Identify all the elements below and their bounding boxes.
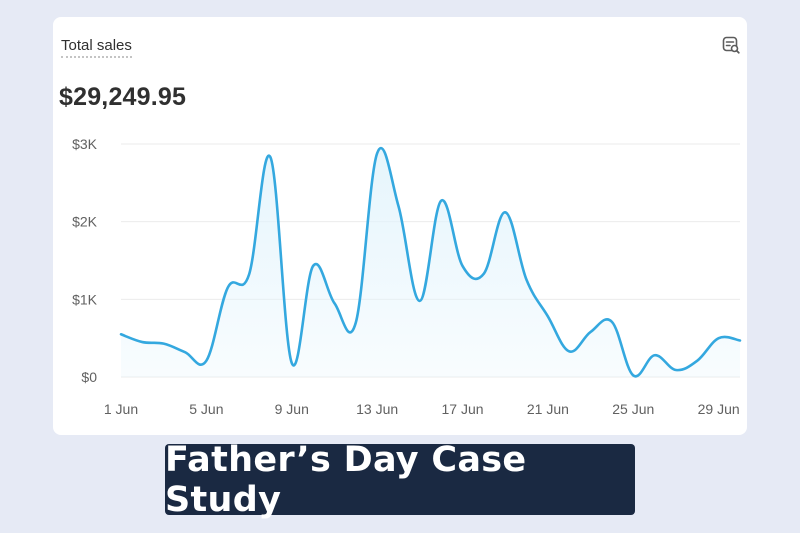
report-search-icon[interactable] (721, 35, 741, 55)
card-title[interactable]: Total sales (61, 37, 132, 58)
data-point[interactable] (716, 335, 722, 341)
data-point[interactable] (694, 358, 700, 364)
x-tick-label: 1 Jun (104, 401, 138, 417)
data-point[interactable] (609, 319, 615, 325)
data-point[interactable] (353, 320, 359, 326)
data-point[interactable] (438, 198, 444, 204)
data-point[interactable] (225, 285, 231, 291)
data-point[interactable] (246, 271, 252, 277)
series-line[interactable] (119, 146, 742, 378)
x-tick-label: 5 Jun (189, 401, 223, 417)
data-point[interactable] (395, 203, 401, 209)
x-tick-label: 29 Jun (698, 401, 740, 417)
sales-chart: $0 $1K $2K $3K 1 Jun 5 Jun 9 Jun 13 Jun 17 Jun 21… (72, 136, 743, 417)
data-point[interactable] (460, 263, 466, 269)
case-study-banner: Father’s Day Case Study (165, 440, 635, 520)
data-point[interactable] (502, 209, 508, 215)
x-tick-label: 9 Jun (275, 401, 309, 417)
data-point[interactable] (139, 339, 145, 345)
data-point[interactable] (161, 341, 167, 347)
data-point[interactable] (374, 150, 380, 156)
data-point[interactable] (630, 372, 636, 378)
x-tick-label: 17 Jun (441, 401, 483, 417)
data-point[interactable] (417, 298, 423, 304)
data-point[interactable] (203, 358, 209, 364)
data-point[interactable] (182, 349, 188, 355)
x-tick-label: 21 Jun (527, 401, 569, 417)
total-sales-value: $29,249.95 (59, 83, 187, 111)
data-point[interactable] (331, 300, 337, 306)
data-point[interactable] (673, 367, 679, 373)
data-point[interactable] (524, 277, 530, 283)
y-tick-label: $1K (72, 291, 98, 307)
data-point[interactable] (289, 360, 295, 366)
x-tick-label: 13 Jun (356, 401, 398, 417)
y-tick-label: $0 (81, 369, 97, 385)
data-point[interactable] (481, 271, 487, 277)
data-point[interactable] (545, 313, 551, 319)
data-point[interactable] (737, 337, 743, 343)
x-tick-label: 25 Jun (612, 401, 654, 417)
data-point[interactable] (652, 352, 658, 358)
y-tick-label: $3K (72, 136, 98, 152)
data-point[interactable] (118, 331, 124, 337)
data-point[interactable] (310, 263, 316, 269)
total-sales-card: $0 $1K $2K $3K 1 Jun 5 Jun 9 Jun 13 Jun 17 Jun 21… (53, 17, 747, 435)
y-tick-label: $2K (72, 214, 98, 230)
data-point[interactable] (267, 154, 273, 160)
data-point[interactable] (566, 348, 572, 354)
data-point[interactable] (588, 329, 594, 335)
